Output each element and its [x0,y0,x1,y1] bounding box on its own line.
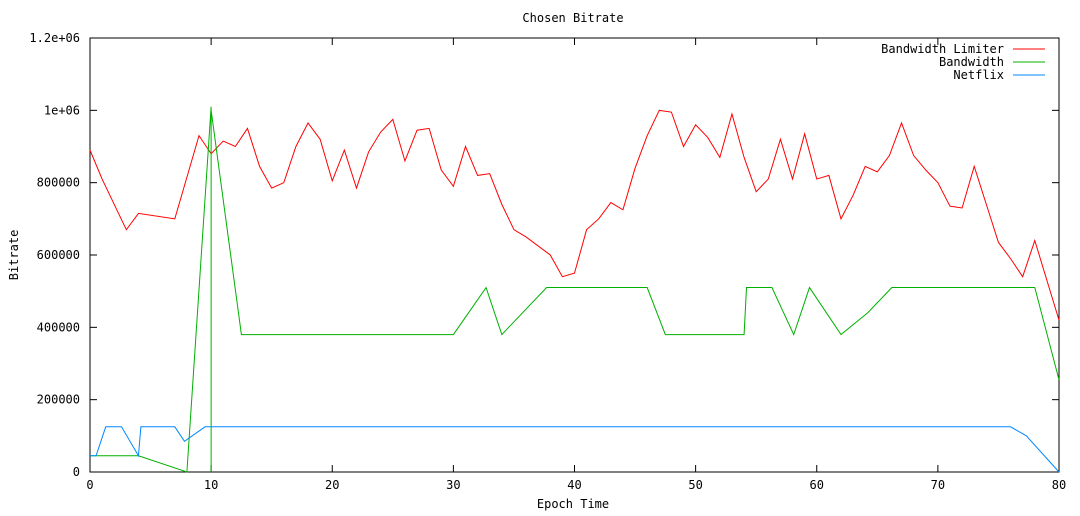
y-tick-label: 200000 [37,393,80,407]
series-line-bandwidth-limiter [89,109,1060,321]
axes-layer: 0 10 20 30 40 50 60 70 80 0 200000 400000 600000 8000… [29,31,1066,492]
y-tick-label: 600000 [37,248,80,262]
y-tick-label: 0 [73,465,80,479]
series-line-bandwidth [90,106,1060,473]
x-tick-label: 20 [325,478,339,492]
legend-label: Bandwidth Limiter [881,42,1004,56]
y-tick-label: 400000 [37,320,80,334]
x-tick-label: 60 [810,478,824,492]
plot-area-frame [89,37,1060,473]
y-axis-label: Bitrate [7,230,21,281]
series-layer [89,106,1060,473]
x-tick-label: 50 [688,478,702,492]
y-tick-label: 1.2e+06 [29,31,80,45]
y-tick-label: 1e+06 [44,103,80,117]
x-tick-label: 40 [567,478,581,492]
x-tick-label: 70 [931,478,945,492]
chart-title: Chosen Bitrate [522,11,623,25]
x-axis-label: Epoch Time [537,497,609,511]
series-line-netflix [90,426,1060,473]
x-tick-label: 80 [1052,478,1066,492]
x-tick-label: 0 [86,478,93,492]
legend-label: Netflix [953,68,1004,82]
y-tick-label: 800000 [37,176,80,190]
x-tick-label: 10 [204,478,218,492]
legend-label: Bandwidth [939,55,1004,69]
x-tick-label: 30 [446,478,460,492]
